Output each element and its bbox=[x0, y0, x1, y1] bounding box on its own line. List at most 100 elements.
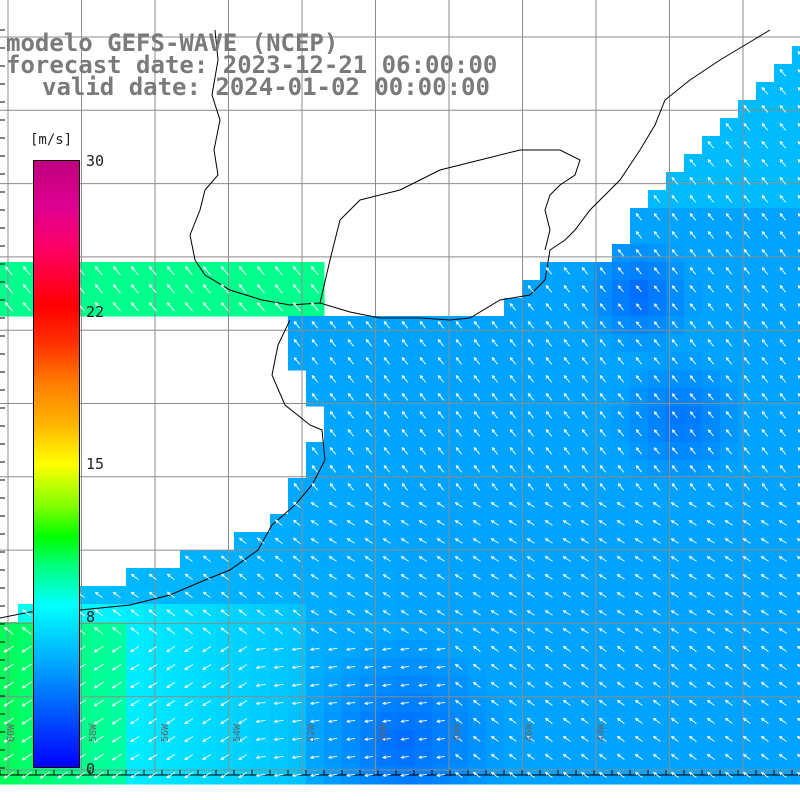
wind-arrow bbox=[689, 248, 697, 257]
wind-arrow bbox=[274, 302, 283, 312]
wind-arrow bbox=[796, 610, 800, 614]
wind-arrow bbox=[418, 683, 428, 688]
wind-arrow bbox=[724, 753, 733, 760]
wind-arrow bbox=[111, 717, 122, 725]
wind-cell bbox=[792, 532, 800, 551]
wind-arrow bbox=[94, 591, 103, 599]
wind-arrow bbox=[4, 302, 13, 312]
wind-arrow bbox=[527, 338, 535, 347]
wind-arrow bbox=[616, 574, 625, 580]
wind-arrow bbox=[724, 502, 733, 508]
wind-arrow bbox=[418, 719, 427, 723]
wind-arrow bbox=[455, 482, 463, 491]
wind-arrow bbox=[311, 464, 319, 473]
wind-arrow bbox=[778, 735, 787, 742]
wind-arrow bbox=[509, 482, 517, 491]
wind-arrow bbox=[491, 410, 499, 419]
wind-arrow bbox=[364, 773, 374, 778]
wind-arrow bbox=[616, 628, 625, 634]
wind-arrow bbox=[273, 755, 284, 760]
wind-arrow bbox=[509, 446, 517, 455]
wind-arrow bbox=[327, 737, 338, 742]
wind-arrow bbox=[689, 176, 697, 185]
wind-arrow bbox=[329, 356, 337, 365]
wind-arrow bbox=[148, 754, 158, 761]
wind-arrow bbox=[743, 446, 751, 455]
wind-arrow bbox=[563, 266, 571, 275]
wind-arrow bbox=[778, 663, 787, 670]
wind-arrow bbox=[256, 537, 265, 545]
wind-arrow bbox=[581, 356, 589, 365]
wind-arrow bbox=[725, 429, 732, 437]
wind-arrow bbox=[293, 482, 301, 491]
wind-arrow bbox=[671, 249, 679, 257]
wind-arrow bbox=[220, 646, 230, 653]
wind-arrow bbox=[670, 645, 679, 652]
wind-arrow bbox=[544, 681, 553, 688]
wind-arrow bbox=[508, 628, 517, 634]
wind-arrow bbox=[598, 538, 607, 544]
wind-arrow bbox=[706, 610, 715, 616]
wind-arrow bbox=[796, 628, 800, 632]
wind-arrow bbox=[671, 411, 678, 419]
wind-arrow bbox=[291, 701, 302, 706]
wind-arrow bbox=[454, 700, 463, 706]
wind-arrow bbox=[347, 410, 355, 419]
wind-arrow bbox=[148, 700, 158, 707]
wind-arrow bbox=[293, 320, 301, 329]
wind-arrow bbox=[706, 556, 715, 562]
wind-arrow bbox=[508, 717, 517, 724]
wind-arrow bbox=[724, 717, 733, 724]
wind-arrow bbox=[309, 665, 320, 670]
lon-label: 58W bbox=[88, 723, 99, 742]
wind-arrow bbox=[184, 718, 194, 725]
wind-arrow bbox=[761, 194, 769, 203]
wind-arrow bbox=[725, 284, 733, 293]
wind-arrow bbox=[526, 556, 535, 562]
wind-arrow bbox=[580, 699, 589, 706]
wind-arrow bbox=[670, 538, 679, 544]
wind-arrow bbox=[581, 392, 589, 401]
wind-arrow bbox=[760, 735, 769, 742]
wind-arrow bbox=[490, 717, 499, 724]
wind-arrow bbox=[273, 647, 284, 652]
wind-arrow bbox=[652, 735, 661, 742]
wind-arrow bbox=[652, 502, 661, 508]
wind-arrow bbox=[94, 609, 104, 617]
wind-arrow bbox=[599, 303, 606, 311]
wind-arrow bbox=[724, 735, 733, 742]
wind-arrow bbox=[311, 446, 319, 455]
wind-arrow bbox=[779, 86, 787, 95]
wind-arrow bbox=[490, 771, 499, 778]
wind-arrow bbox=[688, 699, 697, 706]
wind-arrow bbox=[562, 574, 571, 580]
wind-arrow bbox=[255, 665, 266, 670]
wind-arrow bbox=[491, 446, 499, 455]
wind-arrow bbox=[797, 284, 800, 289]
wind-arrow bbox=[3, 699, 14, 707]
wind-arrow bbox=[598, 699, 607, 706]
wind-arrow bbox=[724, 628, 733, 634]
wind-arrow bbox=[329, 428, 337, 437]
wind-arrow bbox=[346, 520, 355, 526]
wind-arrow bbox=[473, 410, 481, 419]
wind-arrow bbox=[490, 538, 499, 544]
wind-arrow bbox=[220, 573, 229, 581]
wind-arrow bbox=[93, 645, 104, 653]
wind-arrow bbox=[616, 592, 625, 598]
wind-arrow bbox=[255, 683, 266, 688]
wind-arrow bbox=[599, 482, 607, 491]
wind-arrow bbox=[707, 465, 715, 473]
wind-arrow bbox=[238, 266, 247, 276]
wind-arrow bbox=[93, 699, 104, 707]
wind-arrow bbox=[688, 502, 697, 508]
wind-arrow bbox=[509, 302, 517, 311]
wind-arrow bbox=[707, 338, 715, 347]
wind-arrow bbox=[653, 447, 660, 455]
wind-arrow bbox=[491, 428, 499, 437]
wind-arrow bbox=[401, 428, 409, 437]
wind-arrow bbox=[545, 446, 553, 455]
wind-arrow bbox=[365, 392, 373, 401]
wind-arrow bbox=[311, 320, 319, 329]
wind-arrow bbox=[93, 753, 104, 761]
